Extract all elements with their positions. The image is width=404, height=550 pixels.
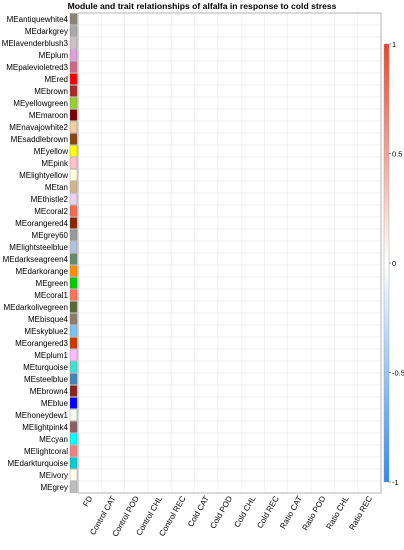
- row-label-melightsteelblue: MElightsteelblue: [9, 243, 68, 252]
- colorbar-tick-label: 0: [392, 259, 396, 268]
- row-swatch-meorangered3: [69, 337, 78, 349]
- row-swatch-memaroon: [69, 109, 78, 121]
- row-swatch-medarkorange: [69, 265, 78, 277]
- colorbar-tick-label: 0.5: [392, 150, 402, 159]
- row-swatch-mehoneydew1: [69, 409, 78, 421]
- row-label-mesaddlebrown: MEsaddlebrown: [11, 135, 68, 144]
- colorbar-tick-label: -1: [392, 478, 399, 487]
- row-swatch-mesteelblue: [69, 373, 78, 385]
- row-swatch-meplum: [69, 49, 78, 61]
- row-swatch-mebrown: [69, 85, 78, 97]
- chart-title: Module and trait relationships of alfalf…: [67, 1, 337, 11]
- row-label-meturquoise: MEturquoise: [23, 363, 68, 372]
- row-swatch-methistle2: [69, 193, 78, 205]
- row-label-meyellowgreen: MEyellowgreen: [13, 99, 68, 108]
- row-label-mecoral1: MEcoral1: [34, 291, 68, 300]
- colorbar-tick-label: 1: [392, 40, 396, 49]
- row-label-melightcoral: MElightcoral: [24, 447, 68, 456]
- row-label-mebisque4: MEbisque4: [28, 315, 69, 324]
- row-swatch-meivory: [69, 469, 78, 481]
- row-label-mebrown: MEbrown: [34, 87, 68, 96]
- row-label-mehoneydew1: MEhoneydew1: [15, 411, 68, 420]
- row-swatch-mecoral1: [69, 289, 78, 301]
- row-swatch-meturquoise: [69, 361, 78, 373]
- row-swatch-mecoral2: [69, 205, 78, 217]
- row-swatch-meorangered4: [69, 217, 78, 229]
- row-label-melavenderblush3: MElavenderblush3: [2, 39, 69, 48]
- row-label-mepink: MEpink: [41, 159, 69, 168]
- row-label-medarkgrey: MEdarkgrey: [25, 27, 68, 36]
- row-label-metan: MEtan: [45, 183, 68, 192]
- row-label-mesteelblue: MEsteelblue: [24, 375, 69, 384]
- row-swatch-melightcoral: [69, 445, 78, 457]
- row-label-megreen: MEgreen: [36, 279, 68, 288]
- row-swatch-mered: [69, 73, 78, 85]
- row-label-meskyblue2: MEskyblue2: [24, 327, 68, 336]
- row-label-meantiquewhite4: MEantiquewhite4: [7, 15, 69, 24]
- row-label-mebrown4: MEbrown4: [30, 387, 69, 396]
- row-swatch-melightsteelblue: [69, 241, 78, 253]
- row-swatch-medarkturquoise: [69, 457, 78, 469]
- row-label-mecoral2: MEcoral2: [34, 207, 68, 216]
- row-label-meivory: MEivory: [39, 471, 68, 480]
- row-swatch-meyellowgreen: [69, 97, 78, 109]
- row-swatch-meskyblue2: [69, 325, 78, 337]
- colorbar-tick-label: -0.5: [392, 369, 404, 378]
- row-swatch-meplum1: [69, 349, 78, 361]
- row-swatch-medarkgrey: [69, 25, 78, 37]
- row-swatch-mesaddlebrown: [69, 133, 78, 145]
- row-label-melightyellow: MElightyellow: [19, 171, 68, 180]
- row-swatch-menavajowhite2: [69, 121, 78, 133]
- row-swatch-mepink: [69, 157, 78, 169]
- row-label-meplum: MEplum: [39, 51, 69, 60]
- row-label-memaroon: MEmaroon: [29, 111, 68, 120]
- plot-frame: [77, 12, 382, 494]
- row-label-medarkseagreen4: MEdarkseagreen4: [3, 255, 69, 264]
- row-swatch-medarkolivegreen: [69, 301, 78, 313]
- row-swatch-meyellow: [69, 145, 78, 157]
- row-swatch-mebisque4: [69, 313, 78, 325]
- row-label-mecyan: MEcyan: [39, 435, 68, 444]
- row-swatch-megrey60: [69, 229, 78, 241]
- row-label-melightpink4: MElightpink4: [22, 423, 68, 432]
- row-swatch-melightpink4: [69, 421, 78, 433]
- row-label-megrey: MEgrey: [40, 483, 68, 492]
- row-label-menavajowhite2: MEnavajowhite2: [9, 123, 68, 132]
- row-label-medarkturquoise: MEdarkturquoise: [8, 459, 69, 468]
- row-label-mered: MEred: [44, 75, 68, 84]
- row-swatch-mecyan: [69, 433, 78, 445]
- row-swatch-megreen: [69, 277, 78, 289]
- row-swatch-melavenderblush3: [69, 37, 78, 49]
- row-swatch-mebrown4: [69, 385, 78, 397]
- row-label-meorangered3: MEorangered3: [15, 339, 68, 348]
- row-label-mepalevioletred3: MEpalevioletred3: [6, 63, 68, 72]
- row-swatch-meblue: [69, 397, 78, 409]
- colorbar: [383, 43, 390, 483]
- row-swatch-metan: [69, 181, 78, 193]
- row-label-methistle2: MEthistle2: [31, 195, 69, 204]
- row-label-meyellow: MEyellow: [34, 147, 68, 156]
- row-swatch-megrey: [69, 481, 78, 493]
- row-label-medarkolivegreen: MEdarkolivegreen: [4, 303, 68, 312]
- row-swatch-meantiquewhite4: [69, 13, 78, 25]
- row-swatch-melightyellow: [69, 169, 78, 181]
- row-swatch-medarkseagreen4: [69, 253, 78, 265]
- row-label-meplum1: MEplum1: [34, 351, 68, 360]
- row-label-megrey60: MEgrey60: [32, 231, 69, 240]
- row-label-medarkorange: MEdarkorange: [16, 267, 69, 276]
- row-swatch-mepalevioletred3: [69, 61, 78, 73]
- row-label-meorangered4: MEorangered4: [15, 219, 68, 228]
- row-label-meblue: MEblue: [41, 399, 69, 408]
